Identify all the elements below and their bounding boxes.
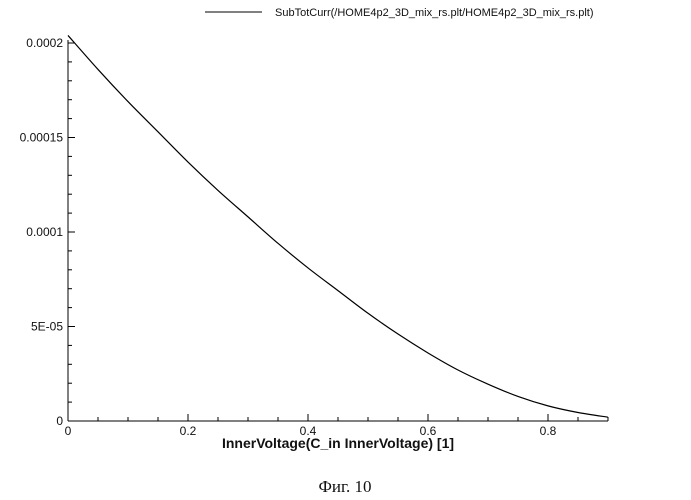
y-tick-label-2: 0.0001 bbox=[26, 225, 63, 239]
x-axis-label: InnerVoltage(C_in InnerVoltage) [1] bbox=[222, 435, 454, 451]
y-tick-label-3: 0.00015 bbox=[20, 131, 64, 145]
x-tick-label-0: 0 bbox=[65, 424, 72, 438]
y-tick-label-0: 0 bbox=[56, 414, 63, 428]
legend: SubTotCurr(/HOME4p2_3D_mix_rs.plt/HOME4p… bbox=[205, 7, 594, 19]
tick-labels: 0 5E-05 0.0001 0.00015 0.0002 0 0.2 0.4 … bbox=[20, 36, 557, 438]
x-tick-label-4: 0.8 bbox=[540, 424, 557, 438]
series-line bbox=[68, 35, 608, 417]
axes bbox=[68, 40, 608, 421]
legend-entry-label: SubTotCurr(/HOME4p2_3D_mix_rs.plt/HOME4p… bbox=[275, 7, 594, 19]
ticks bbox=[68, 43, 608, 421]
x-tick-label-1: 0.2 bbox=[180, 424, 197, 438]
y-tick-label-4: 0.0002 bbox=[26, 36, 63, 50]
figure-caption: Фиг. 10 bbox=[318, 477, 371, 496]
y-tick-label-1: 5E-05 bbox=[31, 320, 63, 334]
